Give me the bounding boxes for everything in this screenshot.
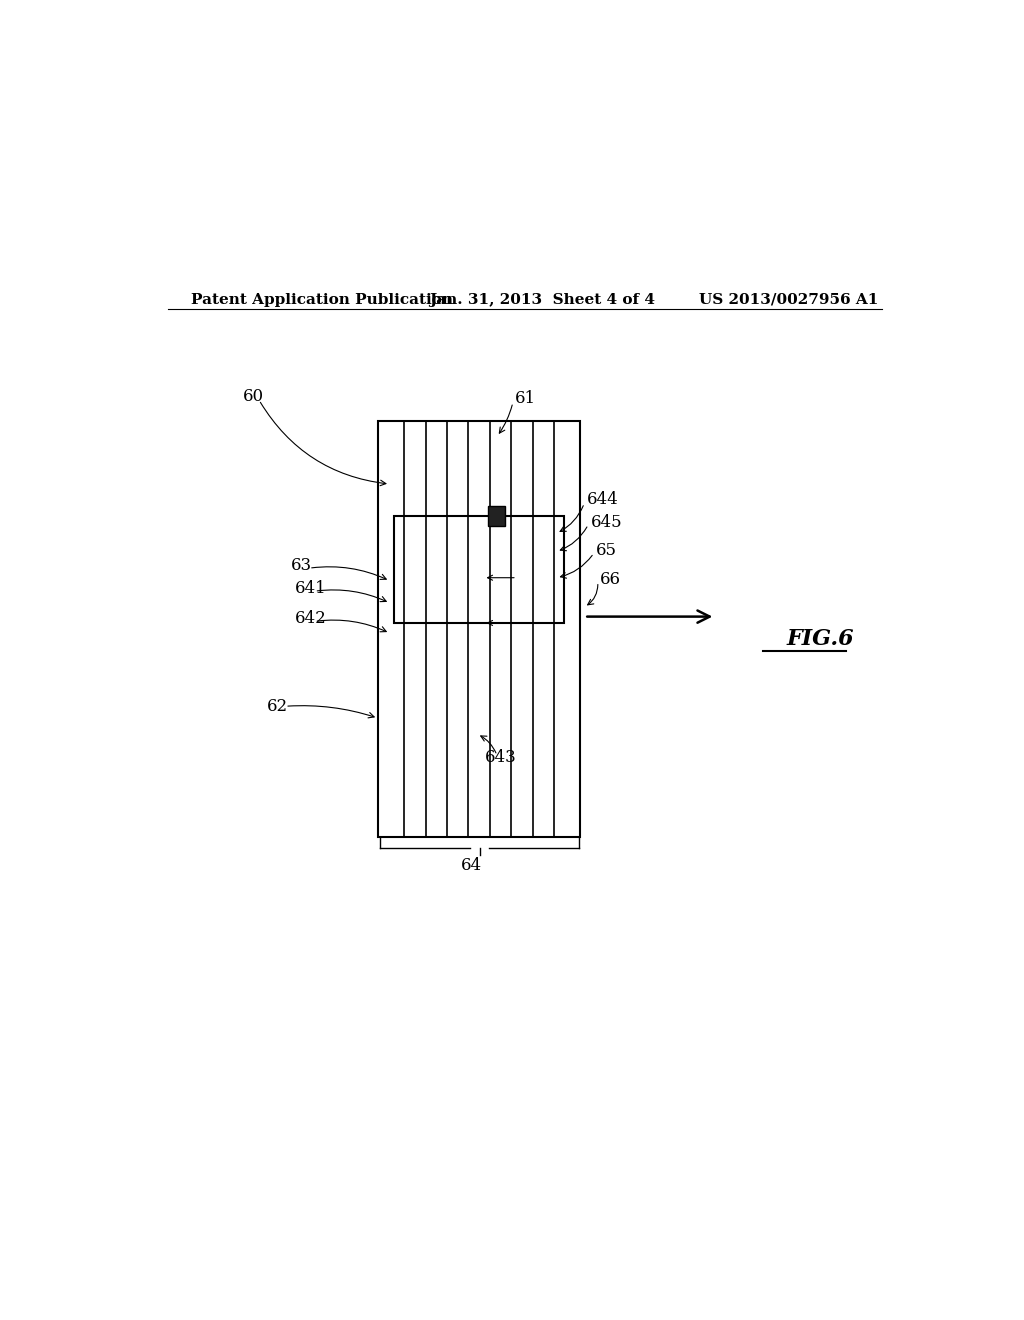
- Text: 60: 60: [243, 388, 264, 405]
- Bar: [394, 516, 564, 623]
- Text: 63: 63: [291, 557, 312, 573]
- Text: 61: 61: [515, 389, 537, 407]
- Text: 643: 643: [485, 750, 517, 767]
- Text: 645: 645: [591, 513, 623, 531]
- Bar: [378, 421, 581, 837]
- Text: Jan. 31, 2013  Sheet 4 of 4: Jan. 31, 2013 Sheet 4 of 4: [430, 293, 655, 308]
- Text: 64: 64: [461, 857, 482, 874]
- Text: 66: 66: [600, 570, 622, 587]
- Text: 62: 62: [267, 698, 288, 715]
- Text: 644: 644: [587, 491, 618, 508]
- Text: 642: 642: [295, 610, 327, 627]
- Text: 641: 641: [295, 581, 327, 598]
- Bar: [487, 507, 505, 527]
- Text: Patent Application Publication: Patent Application Publication: [191, 293, 454, 308]
- Text: US 2013/0027956 A1: US 2013/0027956 A1: [699, 293, 879, 308]
- Text: FIG.6: FIG.6: [786, 628, 854, 649]
- Text: 65: 65: [596, 543, 617, 560]
